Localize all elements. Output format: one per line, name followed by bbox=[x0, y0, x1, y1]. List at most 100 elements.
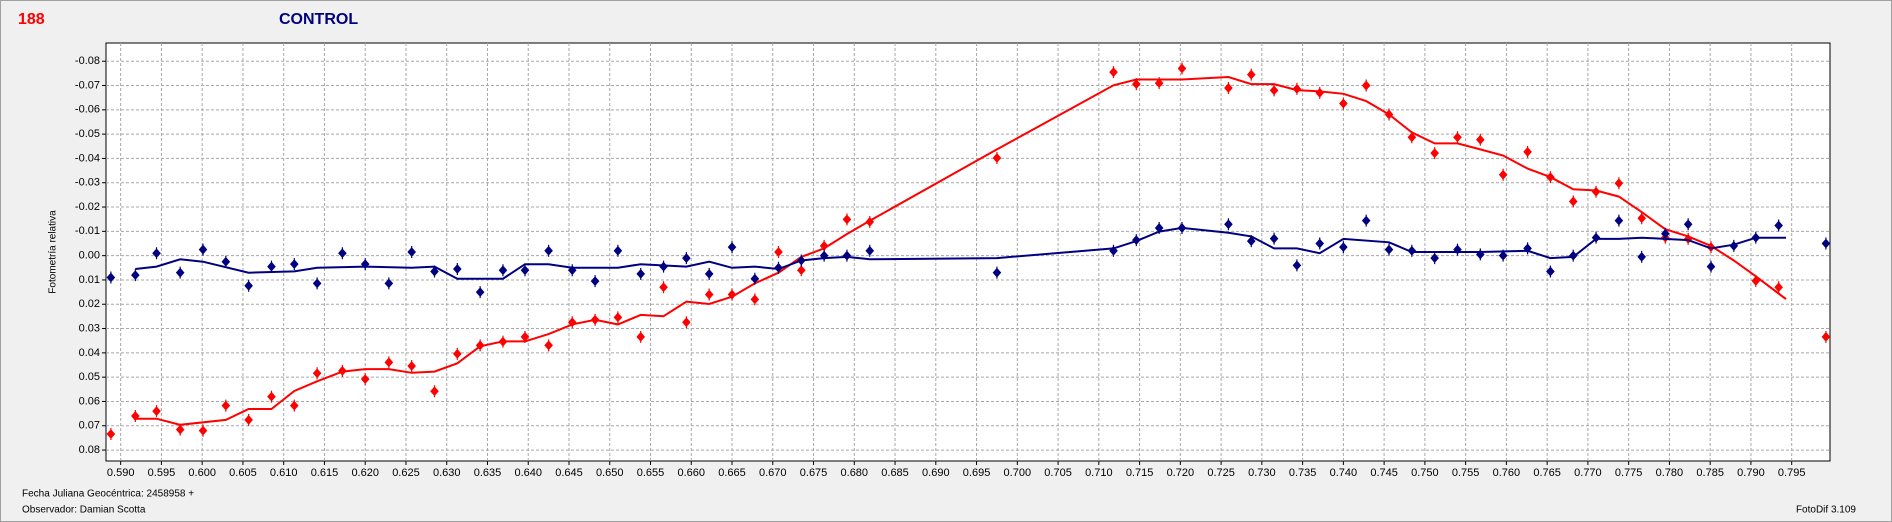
y-tick-label: -0.04 bbox=[75, 152, 100, 164]
x-tick-label: 0.640 bbox=[514, 467, 542, 479]
data-point bbox=[1132, 234, 1141, 247]
data-point bbox=[865, 215, 875, 228]
x-tick-label: 0.745 bbox=[1370, 467, 1398, 479]
data-point bbox=[221, 255, 231, 268]
data-point bbox=[704, 288, 714, 301]
data-point bbox=[1315, 237, 1325, 250]
x-tick-label: 0.765 bbox=[1533, 467, 1561, 479]
data-point bbox=[1568, 249, 1578, 262]
x-tick-label: 0.715 bbox=[1126, 467, 1154, 479]
y-tick-label: 0.03 bbox=[79, 322, 100, 334]
data-point bbox=[267, 390, 276, 403]
data-point bbox=[1132, 78, 1141, 91]
data-point bbox=[1430, 147, 1439, 160]
data-point bbox=[1614, 177, 1624, 190]
x-tick-label: 0.635 bbox=[474, 467, 502, 479]
data-point bbox=[1637, 212, 1646, 225]
data-point bbox=[384, 277, 394, 290]
data-point bbox=[312, 367, 322, 380]
data-point bbox=[865, 244, 875, 257]
x-tick-label: 0.595 bbox=[148, 467, 176, 479]
data-point bbox=[1523, 145, 1532, 158]
data-point bbox=[1315, 86, 1325, 99]
x-tick-label: 0.735 bbox=[1289, 467, 1317, 479]
x-tick-label: 0.665 bbox=[718, 467, 746, 479]
data-point bbox=[1476, 133, 1485, 146]
data-point bbox=[407, 246, 416, 258]
x-tick-label: 0.615 bbox=[311, 467, 339, 479]
x-tick-label: 0.625 bbox=[392, 467, 420, 479]
x-tick-label: 0.680 bbox=[841, 467, 869, 479]
data-point bbox=[1407, 131, 1417, 144]
y-tick-label: 0.01 bbox=[79, 274, 100, 286]
data-point bbox=[289, 399, 299, 412]
data-point bbox=[1154, 221, 1164, 234]
data-point bbox=[590, 313, 600, 326]
date-label: Fecha Juliana Geocéntrica: 2458958 + bbox=[22, 489, 194, 500]
data-point bbox=[360, 258, 370, 271]
data-point bbox=[842, 249, 852, 262]
y-tick-label: -0.06 bbox=[75, 104, 100, 116]
y-tick-label: 0.02 bbox=[79, 298, 100, 310]
y-tick-label: 0.00 bbox=[79, 250, 100, 262]
data-point bbox=[475, 339, 485, 352]
x-tick-label: 0.655 bbox=[637, 467, 665, 479]
data-point bbox=[498, 335, 508, 348]
data-point bbox=[175, 266, 185, 279]
data-point bbox=[1774, 219, 1783, 232]
x-tick-label: 0.795 bbox=[1778, 467, 1806, 479]
data-point bbox=[1637, 250, 1646, 263]
data-point bbox=[1384, 243, 1394, 256]
data-point bbox=[774, 261, 783, 274]
data-point bbox=[1430, 252, 1439, 265]
data-point bbox=[1568, 195, 1578, 208]
data-point bbox=[1292, 82, 1302, 95]
data-point bbox=[1821, 237, 1831, 250]
data-point bbox=[544, 339, 553, 352]
data-point bbox=[453, 347, 462, 360]
software-label: FotoDif 3.109 bbox=[1796, 505, 1856, 516]
plot-area bbox=[105, 42, 1831, 462]
data-point bbox=[1821, 330, 1831, 343]
x-tick-label: 0.670 bbox=[759, 467, 787, 479]
x-tick-label: 0.775 bbox=[1615, 467, 1643, 479]
chart-title: CONTROL bbox=[279, 11, 358, 28]
data-point bbox=[1774, 281, 1783, 294]
data-point bbox=[131, 410, 140, 423]
data-point bbox=[338, 247, 347, 260]
data-point bbox=[1224, 81, 1233, 94]
data-point bbox=[175, 423, 185, 436]
x-tick-label: 0.695 bbox=[963, 467, 991, 479]
y-tick-label: -0.07 bbox=[75, 79, 100, 91]
data-point bbox=[1339, 97, 1348, 110]
data-point bbox=[1269, 84, 1279, 97]
x-tick-label: 0.785 bbox=[1696, 467, 1724, 479]
data-point bbox=[1546, 265, 1555, 278]
data-point bbox=[407, 359, 416, 372]
data-point bbox=[338, 364, 347, 377]
data-point bbox=[312, 277, 322, 290]
x-tick-label: 0.780 bbox=[1656, 467, 1684, 479]
data-point bbox=[1246, 68, 1256, 81]
data-point bbox=[453, 263, 462, 276]
data-point bbox=[1453, 131, 1462, 144]
y-tick-label: -0.03 bbox=[75, 177, 100, 189]
data-point bbox=[992, 151, 1002, 164]
data-point bbox=[1476, 248, 1485, 261]
x-tick-label: 0.610 bbox=[270, 467, 298, 479]
data-point bbox=[267, 260, 276, 273]
y-tick-label: -0.08 bbox=[75, 55, 100, 67]
data-point bbox=[289, 258, 299, 271]
data-point bbox=[384, 356, 394, 369]
data-point bbox=[1706, 241, 1716, 254]
y-tick-label: 0.08 bbox=[79, 444, 100, 456]
x-tick-label: 0.790 bbox=[1737, 467, 1765, 479]
data-point bbox=[520, 264, 530, 277]
data-point bbox=[198, 243, 208, 256]
x-tick-label: 0.710 bbox=[1085, 467, 1113, 479]
data-point bbox=[1453, 243, 1462, 256]
x-tick-label: 0.690 bbox=[922, 467, 950, 479]
observer-label: Observador: Damian Scotta bbox=[22, 505, 146, 516]
data-point bbox=[430, 385, 439, 398]
